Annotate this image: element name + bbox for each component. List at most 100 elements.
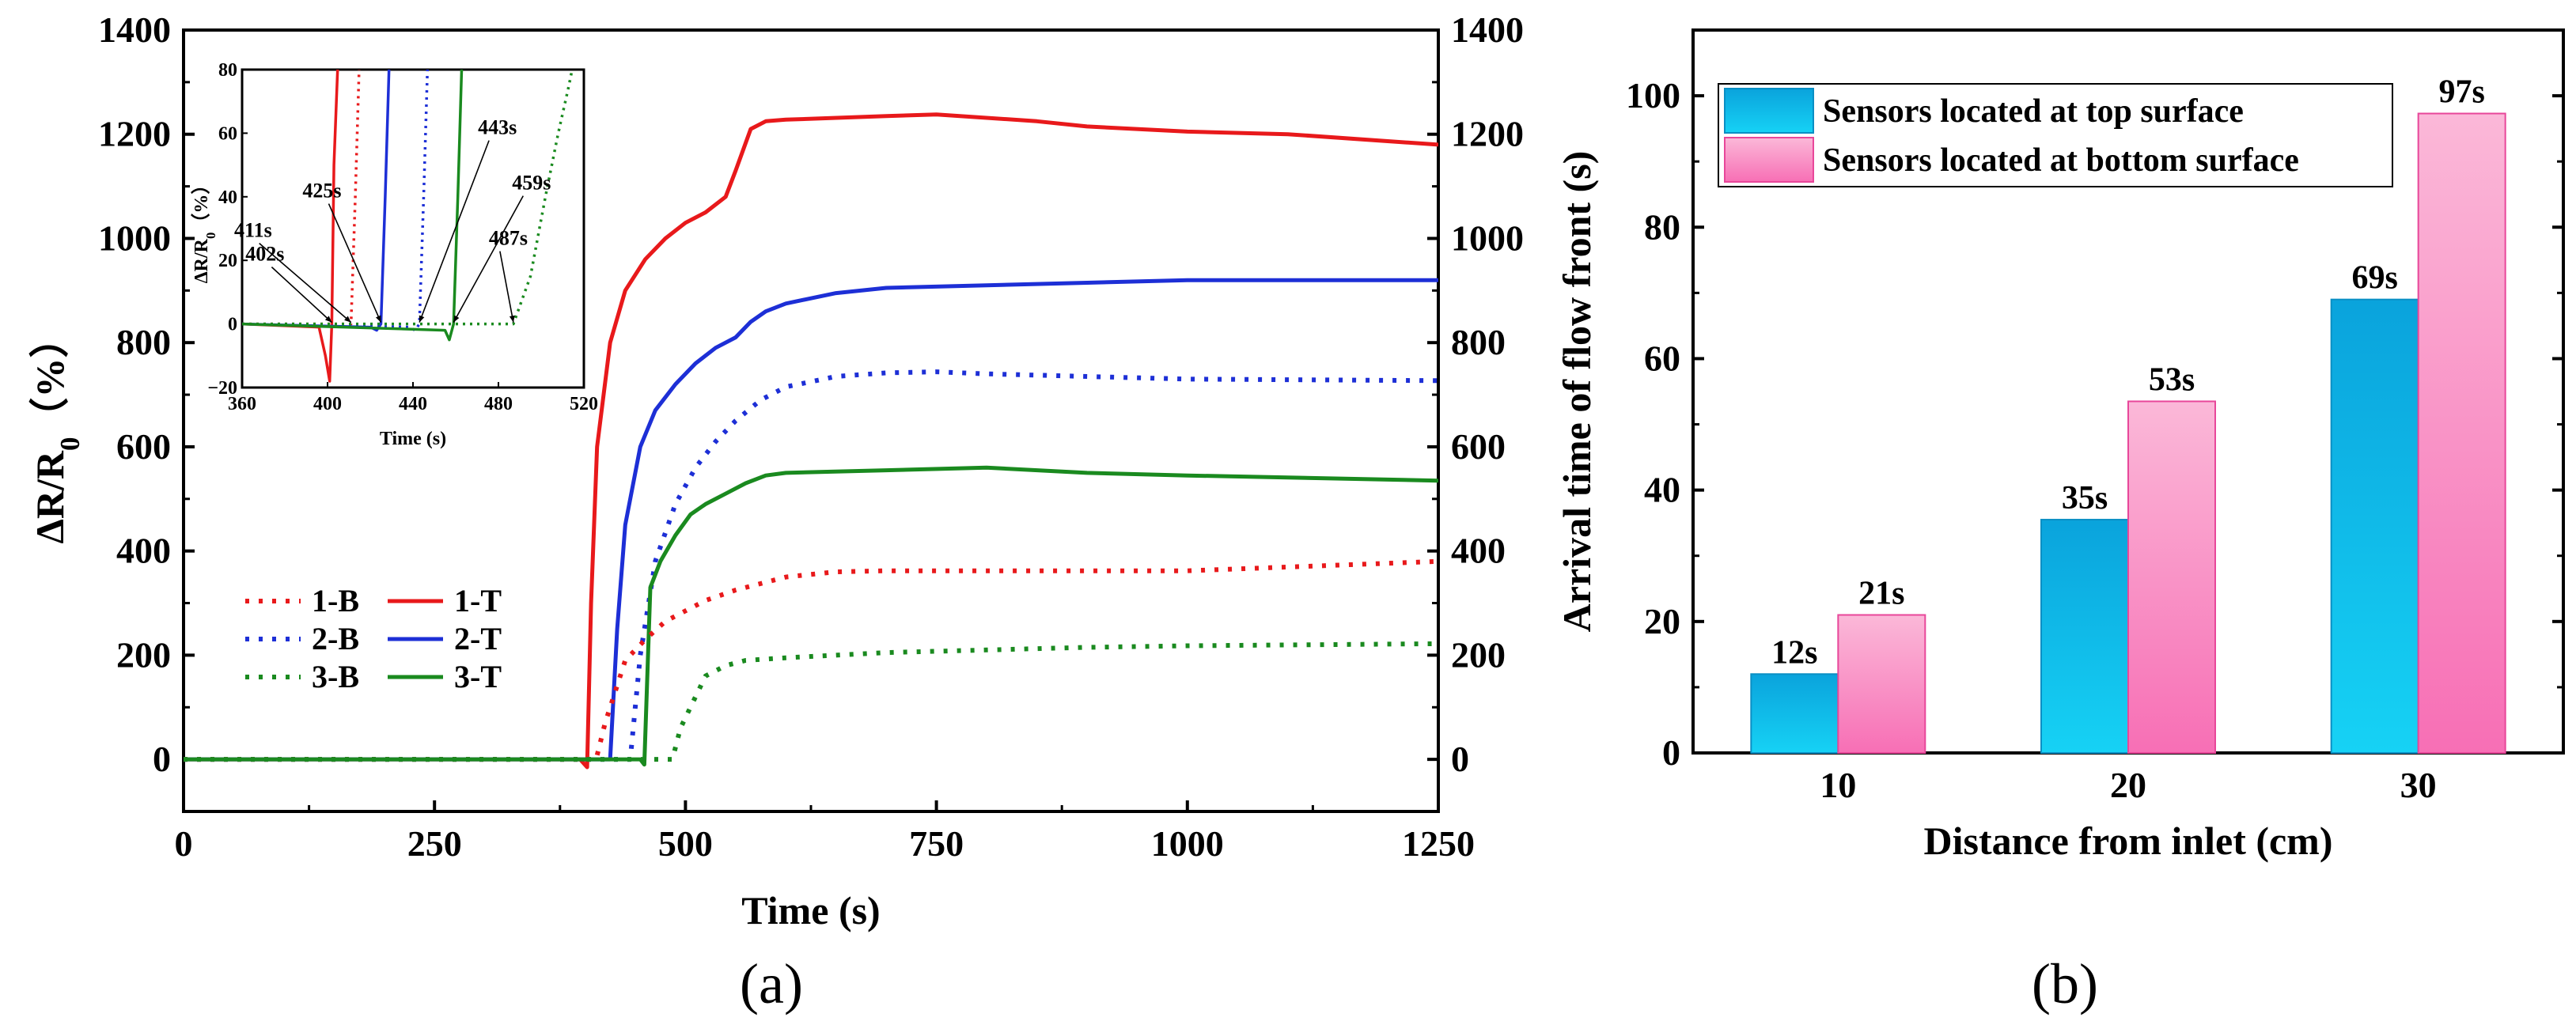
series-group-b: 12s 21s 35s 53s 69s 97s (1750, 74, 2506, 754)
bar-top-20 (2040, 519, 2129, 754)
inset-y-tick-label: −20 (207, 378, 237, 399)
y-tick-label-a: 400 (116, 531, 171, 571)
y-tick-label-b: 60 (1644, 338, 1680, 378)
series-line-3-B (184, 641, 1438, 762)
annotation-label: 402s (245, 243, 284, 266)
panel-label-a: (a) (740, 952, 803, 1016)
x-tick-label-a: 1250 (1402, 823, 1475, 864)
series-group-a (184, 112, 1438, 770)
inset-y-axis-label: ΔR/R0（%） (191, 176, 218, 284)
bar-data-label: 97s (2438, 74, 2484, 111)
annotation-arrowhead (344, 316, 351, 323)
legend-label-2-T: 2-T (454, 621, 502, 656)
inset-x-tick-label: 440 (399, 394, 427, 414)
annotation-arrowhead (453, 315, 460, 323)
inset-x-tick-label: 520 (570, 394, 598, 414)
bar-top-10 (1750, 673, 1839, 754)
y-tick-label-a: 1200 (98, 114, 171, 154)
inset-y-tick-label: 80 (218, 60, 237, 81)
series-line-1-B (184, 558, 1438, 762)
annotation-arrow (453, 195, 525, 323)
legend-label-1-B: 1-B (312, 583, 359, 618)
x-tick-label-b: 20 (2110, 765, 2146, 805)
x-tick-label-b: 30 (2400, 765, 2437, 805)
legend-label-b: Sensors located at bottom surface (1823, 142, 2299, 179)
bar-data-label: 35s (2062, 480, 2108, 516)
annotation-arrow (259, 242, 352, 323)
y-axis-label-b: Arrival time of flow front (s) (1555, 151, 1599, 633)
y-tick-label-a: 800 (116, 322, 171, 362)
y-tick-label-b: 80 (1644, 206, 1680, 247)
legend-box-b (1718, 83, 2393, 187)
legend-swatch-b (1724, 88, 1814, 134)
y-tick-label-a: 1000 (98, 217, 171, 258)
annotation-label: 443s (478, 116, 517, 139)
annotation-arrowhead (324, 316, 332, 323)
series-line-3-T (184, 465, 1438, 767)
legend-swatch-b (1724, 137, 1814, 183)
annotation-arrow (419, 140, 490, 323)
y-tick-label-right-a: 600 (1451, 426, 1506, 467)
inset-series-group (242, 70, 574, 383)
y-tick-label-a: 1400 (98, 9, 171, 50)
legend-label-3-B: 3-B (312, 659, 359, 694)
annotation-arrowhead (509, 315, 515, 323)
x-tick-label-a: 250 (407, 823, 462, 864)
series-line-2-T (184, 278, 1438, 762)
annotation-label: 459s (512, 172, 551, 195)
y-axis-label-a: ΔR/R0（%） (28, 319, 85, 544)
annotation-label: 487s (489, 227, 528, 250)
x-tick-label-a: 750 (909, 823, 964, 864)
y-tick-label-right-a: 1400 (1451, 9, 1524, 50)
inset-frame (241, 68, 585, 389)
x-tick-label-a: 0 (175, 823, 193, 864)
axes-b: 0 20 40 60 80 100 10 20 30 (1626, 28, 2563, 805)
annotation-label: 425s (302, 180, 341, 202)
y-tick-label-a: 200 (116, 634, 171, 675)
inset-chart: −20 0 20 40 60 80 360 400 440 480 520 425s 411s402s… (191, 60, 598, 449)
bar-data-label: 12s (1771, 634, 1817, 671)
bar-top-30 (2330, 298, 2419, 754)
annotation-arrowhead (375, 315, 381, 323)
inset-series-line-3-T (242, 70, 464, 342)
y-tick-label-right-a: 800 (1451, 322, 1506, 362)
x-tick-label-a: 500 (658, 823, 713, 864)
inset-y-tick-label: 0 (228, 315, 237, 335)
y-tick-label-b: 0 (1662, 732, 1680, 773)
y-tick-label-right-a: 200 (1451, 634, 1506, 675)
y-tick-label-a: 600 (116, 426, 171, 467)
bar-bottom-10 (1837, 614, 1926, 754)
inset-y-tick-label: 40 (218, 187, 237, 208)
x-axis-label-b: Distance from inlet (cm) (1924, 819, 2333, 863)
bar-data-label: 53s (2149, 361, 2195, 398)
legend-label-b: Sensors located at top surface (1823, 93, 2244, 130)
y-tick-label-b: 20 (1644, 601, 1680, 641)
y-tick-label-right-a: 0 (1451, 739, 1469, 779)
inset-y-tick-label: 60 (218, 123, 237, 144)
legend-label-1-T: 1-T (454, 583, 502, 618)
inset-y-tick-label: 20 (218, 251, 237, 271)
inset-axes: −20 0 20 40 60 80 360 400 440 480 520 (207, 60, 598, 414)
legend-label-2-B: 2-B (312, 621, 359, 656)
legend-b: Sensors located at top surface Sensors lo… (1718, 83, 2393, 187)
panel-label-b: (b) (2032, 952, 2098, 1016)
annotation-arrow (499, 251, 514, 323)
legend-label-3-T: 3-T (454, 659, 502, 694)
series-line-1-T (184, 112, 1438, 770)
annotation-arrow (328, 203, 382, 323)
series-line-2-B (184, 369, 1438, 762)
x-tick-label-b: 10 (1820, 765, 1856, 805)
inset-x-tick-label: 480 (484, 394, 513, 414)
inset-x-tick-label: 400 (313, 394, 342, 414)
legend-a: 1-B 1-T 2-B 2-T 3-B 3-T (245, 583, 502, 694)
bar-data-label: 21s (1858, 576, 1904, 612)
y-tick-label-a: 0 (153, 739, 171, 779)
x-axis-label-a: Time (s) (741, 888, 880, 932)
annotation-arrowhead (419, 315, 425, 323)
x-tick-label-a: 1000 (1151, 823, 1224, 864)
chart-b: 0 20 40 60 80 100 10 20 30 12s 21s 35s 53s 69s 97s Di… (1555, 28, 2565, 1016)
